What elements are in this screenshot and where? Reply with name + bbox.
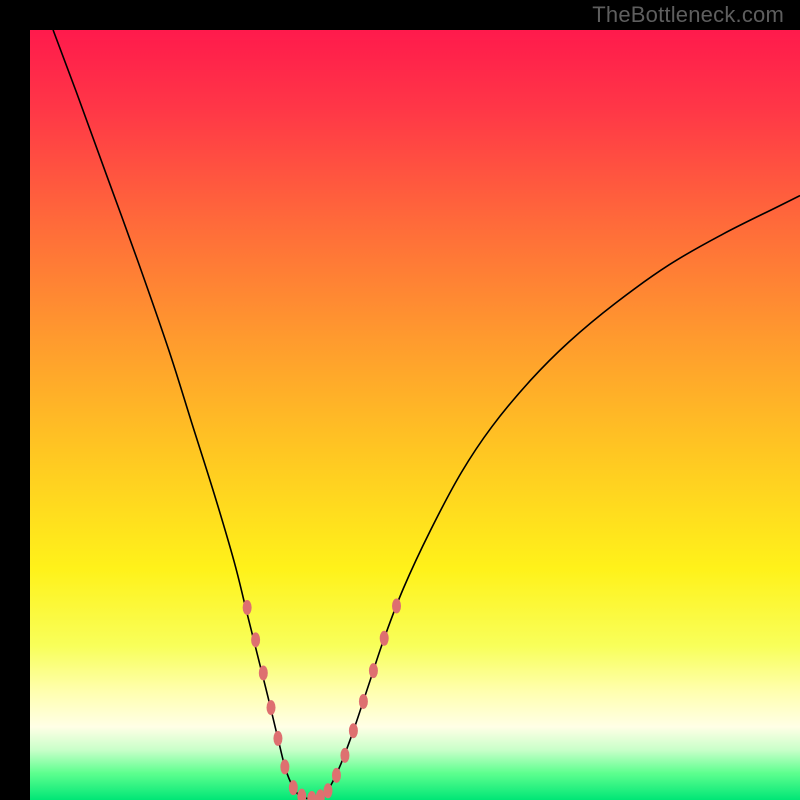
data-marker <box>280 759 289 774</box>
data-marker <box>340 748 349 763</box>
plot-area <box>30 30 800 800</box>
chart-svg <box>30 30 800 800</box>
data-marker <box>289 780 298 795</box>
data-marker <box>267 700 276 715</box>
data-marker <box>369 663 378 678</box>
data-marker <box>243 600 252 615</box>
data-marker <box>380 631 389 646</box>
data-marker <box>259 665 268 680</box>
data-marker <box>349 723 358 738</box>
data-marker <box>332 768 341 783</box>
gradient-background <box>30 30 800 800</box>
watermark-text: TheBottleneck.com <box>592 2 784 28</box>
data-marker <box>323 783 332 798</box>
data-marker <box>273 731 282 746</box>
data-marker <box>359 694 368 709</box>
data-marker <box>392 598 401 613</box>
chart-frame: TheBottleneck.com <box>0 0 800 800</box>
data-marker <box>251 632 260 647</box>
